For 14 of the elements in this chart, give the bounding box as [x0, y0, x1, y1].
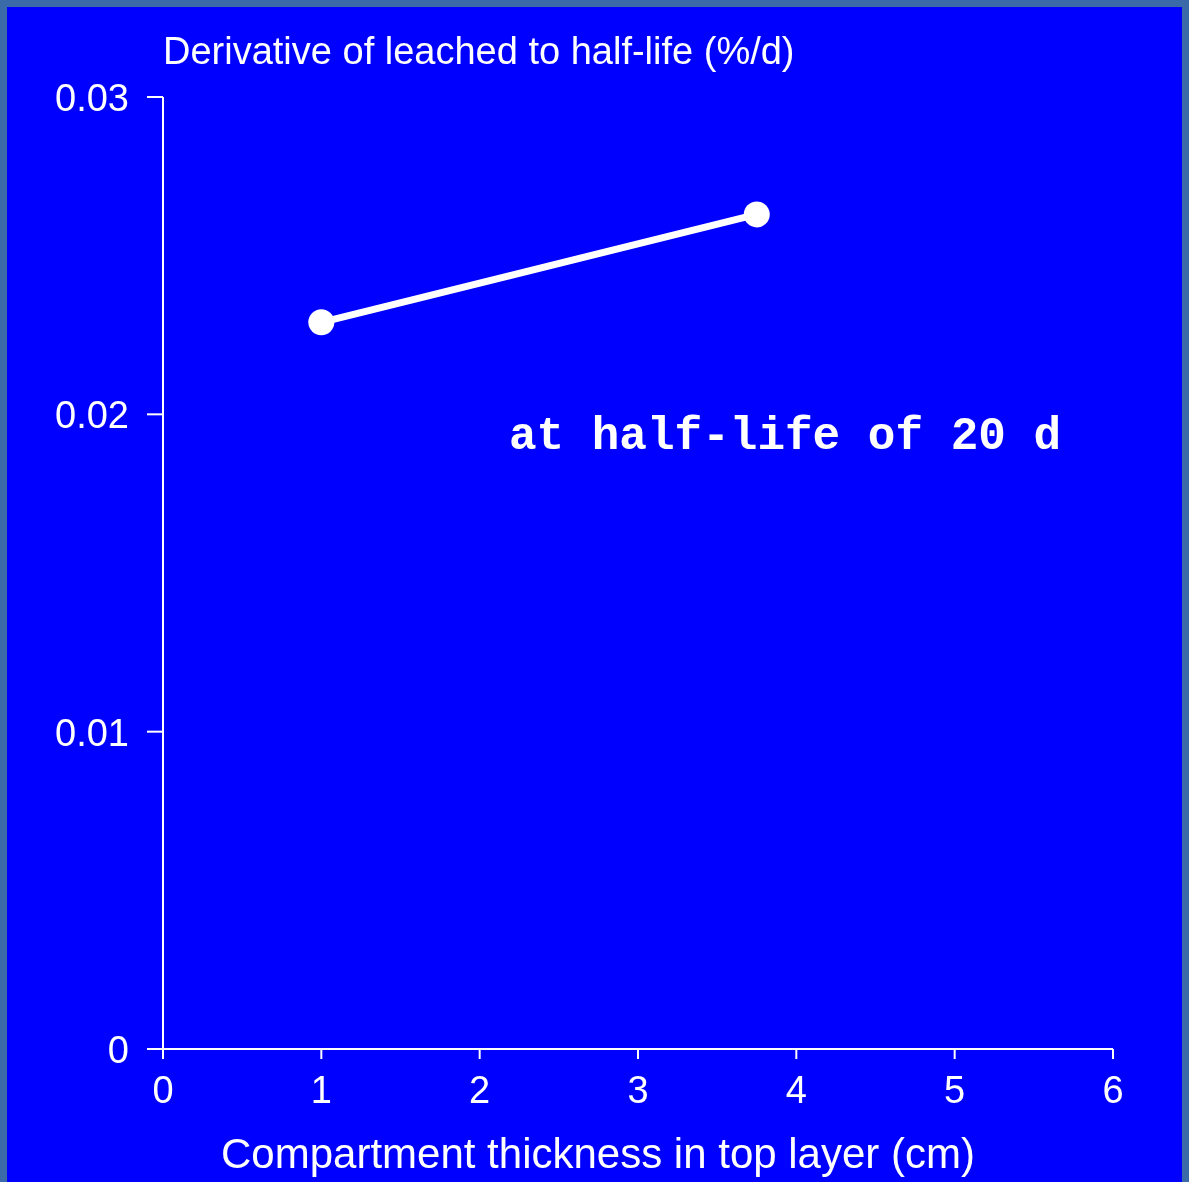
y-tick-label: 0.01	[55, 711, 129, 754]
x-axis-title: Compartment thickness in top layer (cm)	[221, 1130, 975, 1177]
annotation: at half-life of 20 d	[508, 411, 1062, 463]
x-tick-label: 2	[469, 1069, 491, 1111]
y-tick-label: 0	[107, 1029, 129, 1071]
x-tick-label: 4	[785, 1069, 807, 1111]
x-tick-label: 3	[627, 1069, 649, 1111]
x-tick-label: 1	[310, 1069, 332, 1111]
y-axis-title: Derivative of leached to half-life (%/d)	[163, 30, 795, 72]
y-tick-label: 0.02	[55, 394, 129, 437]
x-tick-label: 6	[1102, 1069, 1124, 1111]
x-tick-label: 0	[152, 1069, 174, 1111]
y-tick-label: 0.03	[55, 77, 129, 119]
x-tick-label: 5	[944, 1069, 966, 1111]
